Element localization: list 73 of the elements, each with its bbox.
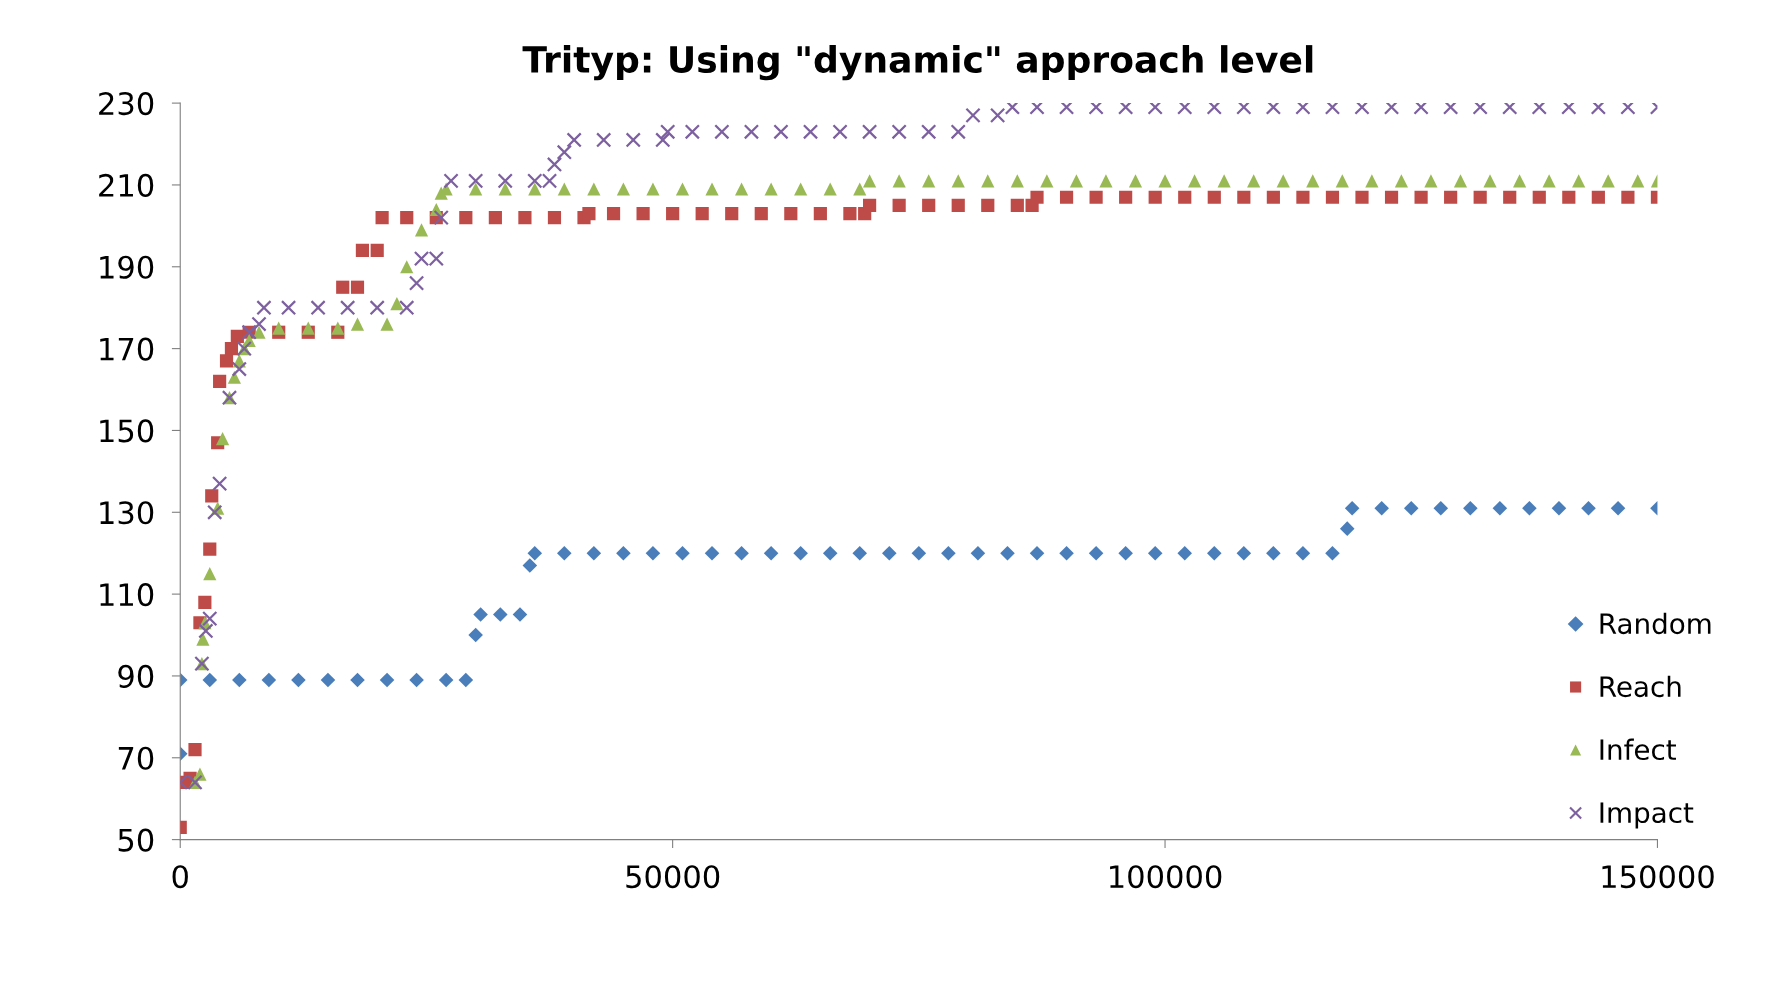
point: [734, 545, 749, 561]
point: [616, 545, 631, 561]
y-tick-label: 130: [100, 501, 154, 525]
point: [1118, 545, 1133, 561]
point: [350, 672, 365, 688]
y-tick-label: 230: [99, 92, 154, 116]
y-tick-label: 50: [118, 828, 154, 852]
x-tick-label: 150000: [1602, 865, 1714, 889]
point: [763, 545, 779, 561]
point: [493, 607, 508, 622]
x-tick-label: 0: [172, 865, 188, 889]
x-tick-label: 50000: [626, 865, 720, 889]
point: [704, 545, 720, 561]
point: [822, 545, 838, 561]
point: [1433, 500, 1449, 516]
point: [586, 545, 602, 561]
point: [473, 607, 488, 622]
point: [1522, 500, 1537, 516]
point: [675, 545, 690, 561]
y-tick-label: 70: [118, 746, 154, 770]
chart-title: Trityp: Using "dynamic" approach level: [522, 45, 1313, 81]
point: [1463, 500, 1478, 516]
point: [645, 545, 661, 561]
point: [409, 672, 424, 688]
y-tick-label: 190: [100, 255, 154, 279]
y-tick-label: 90: [118, 664, 154, 688]
point: [320, 672, 336, 688]
point: [970, 545, 986, 561]
point: [1000, 545, 1015, 561]
x-tick-label: 100000: [1110, 865, 1222, 889]
point: [1403, 500, 1419, 516]
point: [1236, 545, 1252, 561]
point: [1207, 545, 1222, 561]
point: [1374, 500, 1389, 516]
point: [1147, 545, 1163, 561]
point: [1177, 545, 1193, 561]
point: [852, 545, 868, 561]
point: [1339, 521, 1355, 536]
point: [379, 672, 395, 688]
point: [1581, 500, 1596, 516]
point: [512, 607, 528, 622]
point: [458, 672, 474, 688]
point: [793, 545, 808, 561]
point: [1029, 545, 1045, 561]
point: [1551, 500, 1567, 516]
legend-label: Random: [1600, 612, 1711, 635]
legend-label: Impact: [1600, 802, 1694, 829]
y-tick-label: 170: [100, 337, 154, 361]
point: [941, 545, 956, 561]
point: [527, 545, 543, 561]
y-tick-label: 150: [100, 419, 154, 443]
point: [261, 672, 277, 688]
point: [557, 545, 572, 561]
point: [232, 672, 247, 688]
point: [468, 627, 483, 643]
y-tick-label: 110: [100, 583, 154, 607]
point: [1344, 500, 1360, 516]
point: [1088, 545, 1104, 561]
point: [1059, 545, 1074, 561]
point: [291, 672, 306, 688]
point: [438, 672, 454, 688]
legend-label: Infect: [1600, 738, 1676, 761]
y-tick-label: 210: [99, 173, 154, 197]
point: [882, 545, 897, 561]
point: [1325, 545, 1340, 561]
point: [911, 545, 927, 561]
point: [202, 672, 218, 688]
point: [1266, 545, 1281, 561]
point: [1492, 500, 1508, 516]
point: [1295, 545, 1311, 561]
point: [522, 558, 538, 573]
point: [1610, 500, 1626, 516]
legend-label: Reach: [1600, 675, 1681, 698]
